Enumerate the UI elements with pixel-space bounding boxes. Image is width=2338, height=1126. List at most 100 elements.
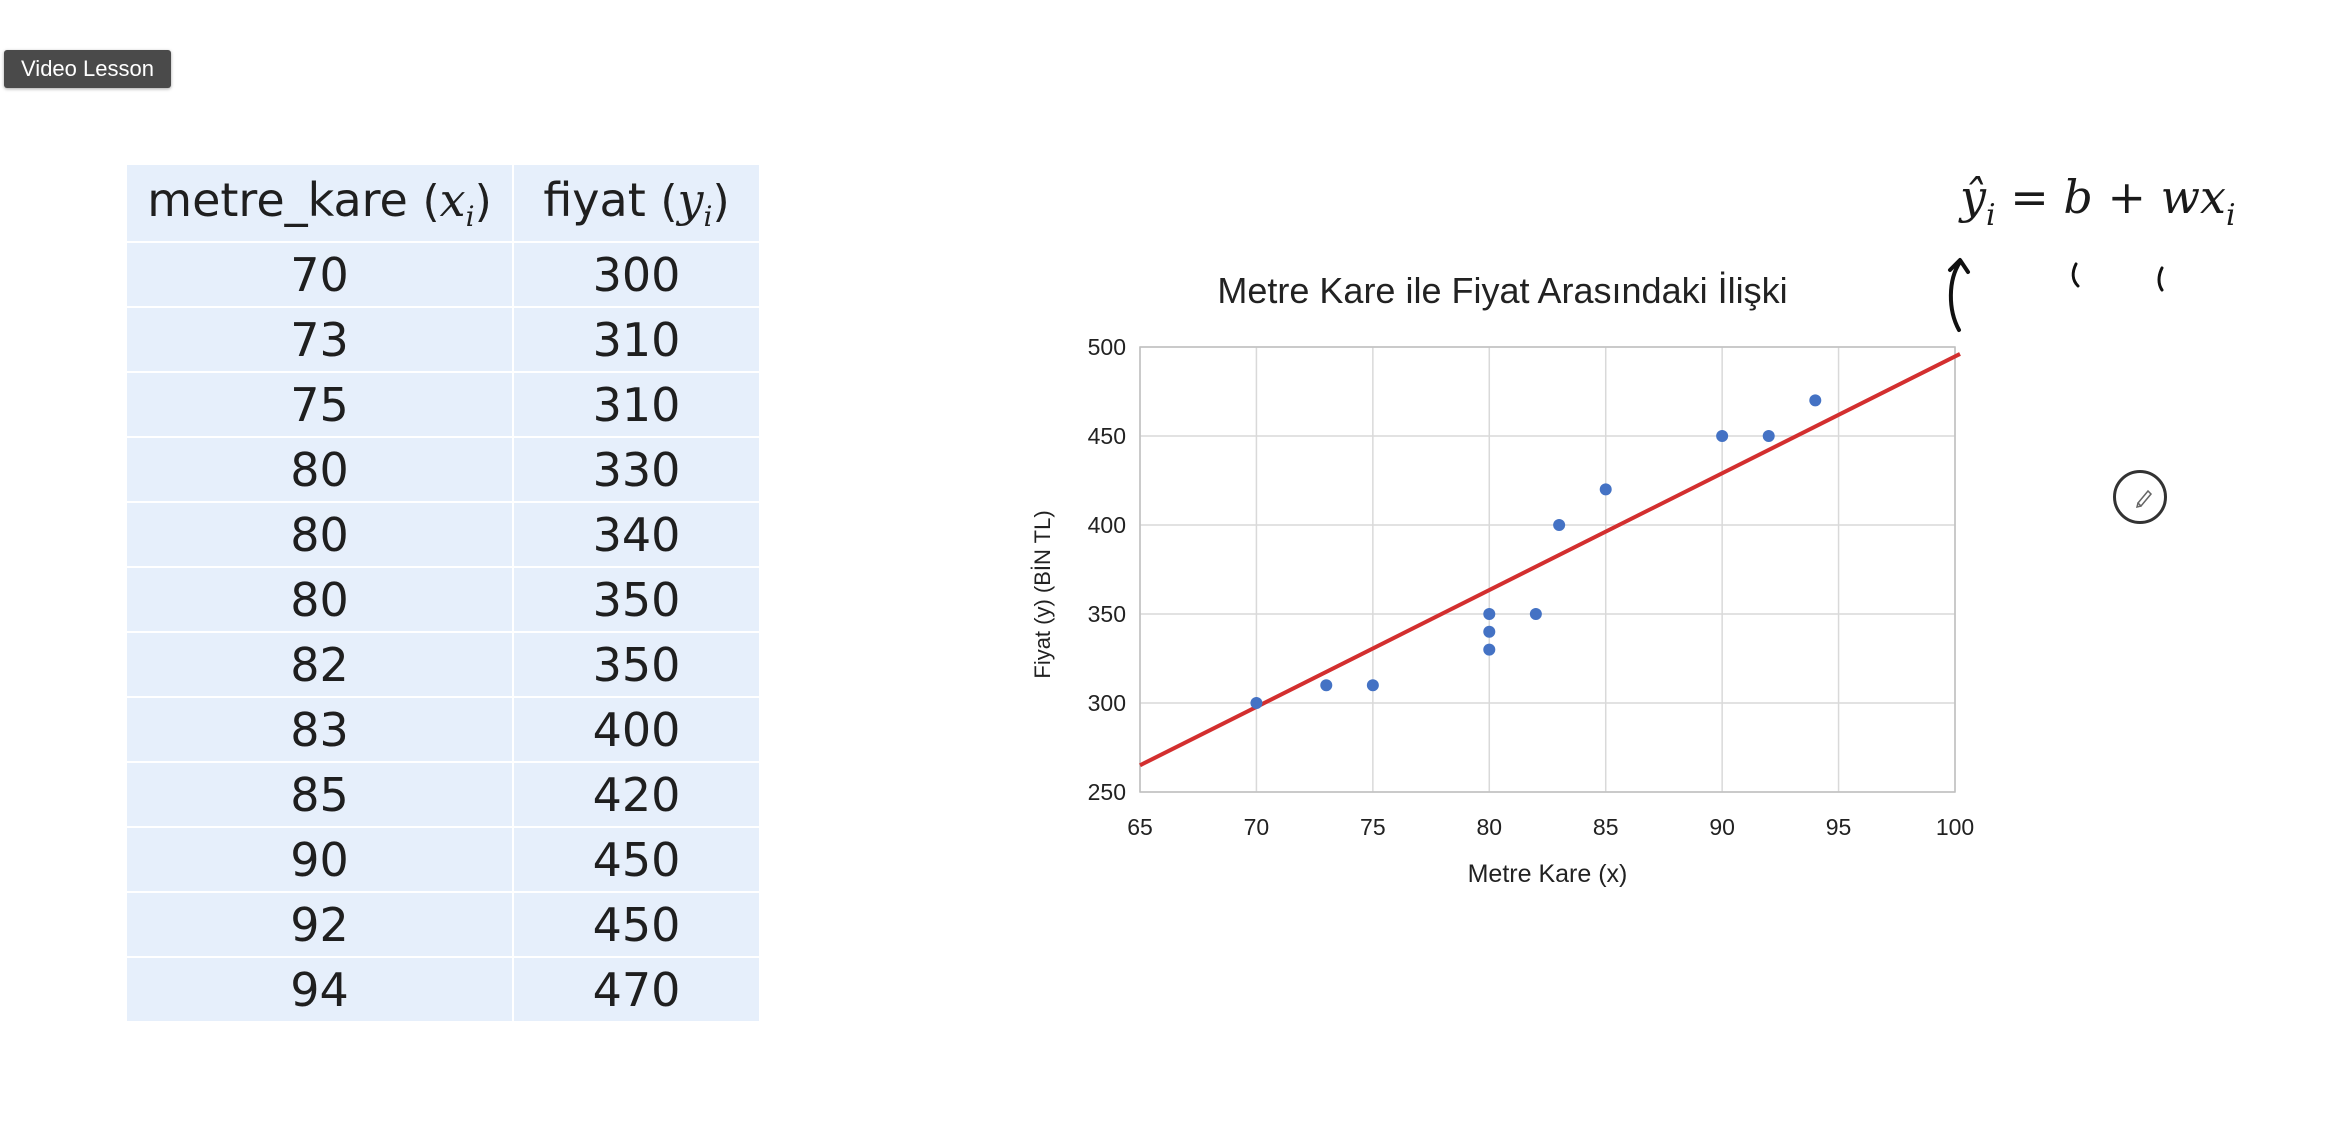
- x-tick-label: 75: [1360, 814, 1386, 840]
- table-row: 80 340: [125, 501, 761, 568]
- data-point: [1483, 625, 1496, 638]
- formula-w: w: [2160, 170, 2201, 224]
- formula-lhs-sub: i: [1986, 198, 1996, 233]
- handwritten-annotation: [1948, 258, 2164, 332]
- data-point: [1483, 608, 1496, 620]
- y-tick-label: 250: [1088, 779, 1126, 805]
- table-row: 82 350: [125, 631, 761, 698]
- cell-y: 340: [512, 501, 761, 568]
- header-y-open-paren: (: [660, 176, 678, 227]
- header-x-sub: i: [465, 200, 475, 233]
- cell-x: 73: [125, 306, 514, 373]
- y-tick-label: 450: [1088, 423, 1126, 449]
- y-tick-label: 400: [1088, 512, 1126, 538]
- cell-y: 310: [512, 306, 761, 373]
- header-metre-kare: metre_kare (xi): [125, 163, 514, 243]
- data-table: metre_kare (xi) fiyat (yi) 70 300 73 310 7…: [125, 163, 761, 1023]
- cell-x: 70: [125, 241, 514, 308]
- cell-y: 450: [512, 826, 761, 893]
- data-point: [1250, 697, 1263, 709]
- regression-formula: ŷi = b + wxi: [1960, 170, 2236, 233]
- cell-y: 310: [512, 371, 761, 438]
- ink-arrow: [1948, 260, 1962, 332]
- trend-line: [1139, 352, 1961, 768]
- cell-y: 400: [512, 696, 761, 763]
- header-y-close-paren: ): [712, 176, 730, 227]
- cell-y: 350: [512, 566, 761, 633]
- formula-plus: +: [2107, 170, 2147, 224]
- cell-y: 450: [512, 891, 761, 958]
- ink-arrow-head: [1948, 258, 1970, 274]
- data-point: [1716, 430, 1729, 442]
- cell-x: 92: [125, 891, 514, 958]
- y-tick-label: 300: [1088, 690, 1126, 716]
- y-axis-label: Fiyat (y) (BİN TL): [1030, 510, 1055, 678]
- table-row: 75 310: [125, 371, 761, 438]
- table-header-row: metre_kare (xi) fiyat (yi): [125, 163, 761, 243]
- y-tick-label: 350: [1088, 601, 1126, 627]
- formula-x: x: [2200, 170, 2226, 224]
- table-row: 92 450: [125, 891, 761, 958]
- data-point: [1320, 679, 1333, 692]
- table-row: 85 420: [125, 761, 761, 828]
- chart-title: Metre Kare ile Fiyat Arasındaki İlişki: [1217, 270, 1787, 311]
- x-tick-label: 95: [1826, 814, 1852, 840]
- pen-tool-icon[interactable]: [2113, 470, 2167, 524]
- cell-x: 85: [125, 761, 514, 828]
- cell-x: 80: [125, 566, 514, 633]
- x-tick-label: 100: [1936, 814, 1974, 840]
- cell-y: 330: [512, 436, 761, 503]
- cell-y: 350: [512, 631, 761, 698]
- formula-lhs: ŷ: [1960, 170, 1986, 224]
- header-y-name: fiyat: [543, 173, 646, 227]
- x-axis-label: Metre Kare (x): [1468, 860, 1628, 888]
- cell-x: 82: [125, 631, 514, 698]
- table-row: 73 310: [125, 306, 761, 373]
- pencil-icon: [2135, 489, 2153, 509]
- cell-x: 80: [125, 501, 514, 568]
- table-row: 80 330: [125, 436, 761, 503]
- cell-x: 75: [125, 371, 514, 438]
- formula-x-sub: i: [2225, 198, 2236, 233]
- cell-x: 90: [125, 826, 514, 893]
- header-x-open-paren: (: [422, 176, 440, 227]
- video-lesson-badge[interactable]: Video Lesson: [4, 50, 171, 88]
- cell-y: 420: [512, 761, 761, 828]
- ink-mark-b: [2071, 262, 2080, 288]
- table-row: 83 400: [125, 696, 761, 763]
- table-row: 70 300: [125, 241, 761, 308]
- table-row: 94 470: [125, 956, 761, 1023]
- header-x-close-paren: ): [474, 176, 492, 227]
- header-x-var: x: [439, 173, 466, 227]
- x-tick-label: 90: [1709, 814, 1735, 840]
- header-y-var: y: [677, 173, 704, 227]
- x-tick-label: 70: [1244, 814, 1270, 840]
- header-y-sub: i: [703, 200, 713, 233]
- formula-b: b: [2063, 170, 2093, 224]
- formula-equals: =: [2010, 170, 2049, 224]
- header-x-name: metre_kare: [147, 173, 408, 227]
- data-point: [1529, 608, 1542, 620]
- data-point: [1809, 394, 1822, 407]
- x-tick-label: 85: [1593, 814, 1619, 840]
- data-point: [1762, 430, 1775, 442]
- cell-x: 83: [125, 696, 514, 763]
- cell-x: 94: [125, 956, 514, 1023]
- table-row: 80 350: [125, 566, 761, 633]
- cell-x: 80: [125, 436, 514, 503]
- y-tick-label: 500: [1088, 334, 1126, 360]
- header-fiyat: fiyat (yi): [512, 163, 761, 243]
- table-row: 90 450: [125, 826, 761, 893]
- plot-area: [1139, 346, 1956, 793]
- x-tick-label: 65: [1127, 814, 1153, 840]
- cell-y: 300: [512, 241, 761, 308]
- x-tick-label: 80: [1476, 814, 1502, 840]
- scatter-chart: 250 300 350 400 450 500 65 70 75 80 85 90 95 100 Metre…: [1030, 270, 1974, 888]
- ink-mark-w: [2157, 266, 2164, 292]
- data-point: [1366, 679, 1379, 692]
- data-point: [1553, 519, 1566, 531]
- cell-y: 470: [512, 956, 761, 1023]
- data-point: [1599, 483, 1612, 496]
- data-point: [1483, 643, 1496, 656]
